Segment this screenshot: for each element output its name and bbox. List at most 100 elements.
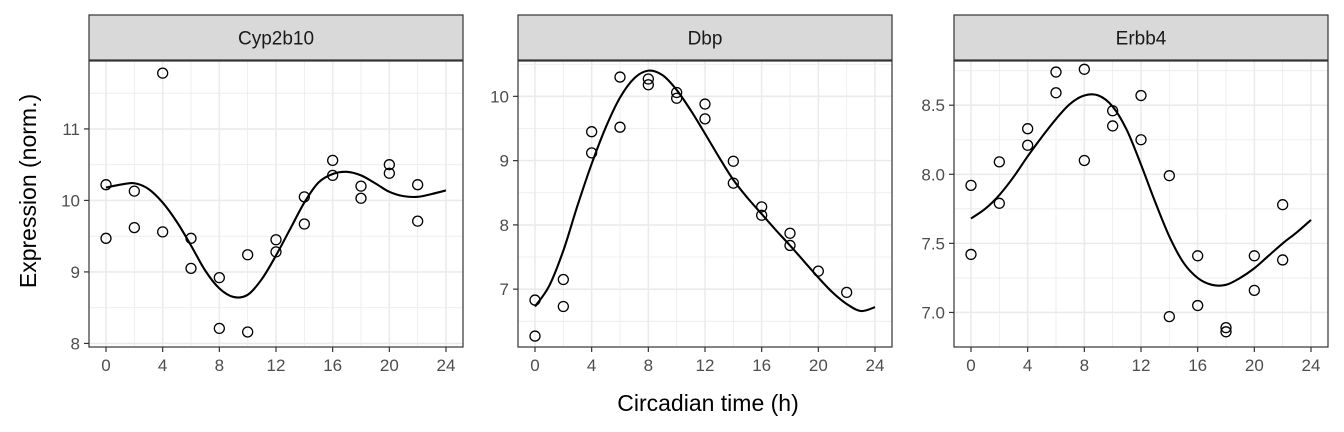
data-point (213, 322, 225, 335)
data-point (1107, 120, 1119, 132)
fitted-curve (970, 93, 1312, 287)
facet-strip-label: Dbp (688, 29, 723, 50)
data-point (614, 71, 626, 83)
y-axis-title: Expression (norm.) (15, 94, 41, 288)
y-tick-label: 7 (500, 280, 509, 299)
data-point (242, 249, 254, 261)
data-point (157, 67, 169, 79)
x-axis-title: Circadian time (h) (617, 390, 799, 416)
data-point (1248, 250, 1260, 262)
y-tick-label: 8 (500, 216, 509, 235)
data-point (412, 179, 424, 191)
data-point (157, 226, 169, 238)
data-point (557, 273, 569, 286)
x-tick-label: 8 (215, 356, 224, 375)
x-tick-label: 0 (530, 356, 539, 375)
data-point (412, 215, 424, 227)
panel-cyp2b10: Cyp2b10 0 4 8 12 16 20 24 8 9 10 11 (61, 14, 464, 375)
y-tick-label: 10 (490, 87, 509, 106)
data-point (756, 209, 768, 221)
data-point (642, 73, 654, 85)
x-tick-label: 16 (752, 356, 771, 375)
y-tick-label: 8.5 (921, 96, 945, 115)
fitted-curve (105, 170, 447, 299)
data-point (557, 300, 569, 313)
y-tick-label: 8 (71, 334, 80, 353)
x-tick-label: 8 (1080, 356, 1089, 375)
data-point (242, 326, 254, 338)
fitted-curve (534, 69, 876, 313)
x-tick-label: 4 (158, 356, 167, 375)
x-tick-label: 24 (437, 356, 456, 375)
data-point (642, 79, 654, 91)
data-point (1220, 322, 1232, 334)
data-point (1050, 66, 1062, 78)
y-tick-label: 7.5 (921, 234, 945, 253)
data-point (614, 121, 626, 133)
data-point (185, 262, 197, 275)
data-point (1163, 170, 1175, 182)
data-point (586, 126, 598, 138)
facet-strip-label: Erbb4 (1116, 29, 1167, 50)
data-point (128, 221, 140, 234)
data-point (100, 232, 112, 244)
data-point (993, 156, 1005, 168)
data-point (1220, 326, 1232, 338)
data-point (1135, 89, 1147, 102)
data-point (699, 98, 711, 110)
data-point (1192, 250, 1204, 262)
data-point (355, 192, 367, 204)
x-tick-label: 0 (101, 356, 110, 375)
x-tick-label: 24 (1302, 356, 1321, 375)
x-tick-label: 20 (809, 356, 828, 375)
data-point (699, 113, 711, 125)
facet-strip (88, 14, 464, 61)
x-tick-label: 12 (696, 356, 715, 375)
data-point (100, 179, 112, 191)
facet-strip-label: Cyp2b10 (238, 29, 314, 50)
data-point (270, 234, 282, 246)
x-tick-label: 16 (1188, 356, 1207, 375)
panel-erbb4: Erbb4 0 4 8 12 16 20 24 7.0 7.5 8.0 8.5 (921, 14, 1329, 375)
x-tick-label: 16 (323, 356, 342, 375)
data-point (1248, 284, 1260, 297)
data-point (298, 218, 310, 230)
data-point (213, 271, 225, 284)
data-point (1277, 254, 1289, 266)
data-point (1135, 134, 1147, 146)
data-point (965, 248, 977, 261)
x-tick-label: 4 (587, 356, 596, 375)
facet-strip (517, 14, 893, 61)
data-point (383, 167, 395, 179)
data-point (1050, 87, 1062, 99)
x-tick-label: 20 (1245, 356, 1264, 375)
data-point (1277, 199, 1289, 211)
x-tick-label: 12 (1132, 356, 1151, 375)
data-point (841, 286, 853, 299)
y-tick-label: 7.0 (921, 303, 945, 322)
data-point (965, 179, 977, 191)
x-tick-label: 0 (966, 356, 975, 375)
y-tick-label: 8.0 (921, 165, 945, 184)
y-tick-label: 11 (62, 120, 80, 139)
x-tick-label: 12 (267, 356, 286, 375)
panels-layer: Cyp2b10 0 4 8 12 16 20 24 8 9 10 11 Dbp 0 4 8 12 16 20 24 7 8… (61, 14, 1329, 375)
data-point (727, 155, 739, 167)
x-tick-label: 20 (380, 356, 399, 375)
y-tick-label: 9 (500, 152, 509, 171)
x-tick-label: 24 (866, 356, 885, 375)
data-point (1192, 299, 1204, 312)
data-point (1022, 139, 1034, 151)
x-tick-label: 4 (1023, 356, 1032, 375)
data-point (1078, 154, 1090, 167)
panel-dbp: Dbp 0 4 8 12 16 20 24 7 8 9 10 (490, 14, 893, 375)
data-point (1163, 310, 1175, 323)
data-point (784, 239, 796, 252)
x-tick-label: 8 (644, 356, 653, 375)
data-point (128, 185, 140, 197)
data-point (355, 180, 367, 192)
y-tick-label: 9 (71, 263, 80, 282)
data-point (671, 86, 683, 99)
data-point (383, 159, 395, 171)
